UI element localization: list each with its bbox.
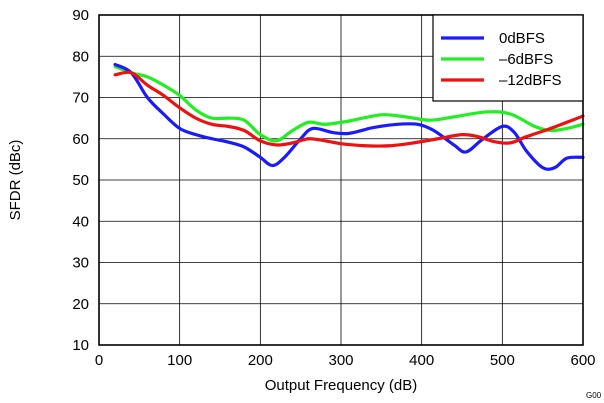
y-tick-label: 20 xyxy=(72,296,89,313)
x-tick-label: 200 xyxy=(248,352,273,369)
figure-id: G00 xyxy=(586,391,602,400)
legend: 0dBFS –6dBFS –12dBFS xyxy=(432,14,584,102)
x-tick-label: 500 xyxy=(490,352,515,369)
x-tick-label: 600 xyxy=(570,352,595,369)
legend-label-2: –12dBFS xyxy=(499,72,562,89)
series-line-2 xyxy=(113,70,585,148)
legend-label-1: –6dBFS xyxy=(499,51,553,68)
x-tick-label: 100 xyxy=(167,352,192,369)
legend-label-0: 0dBFS xyxy=(499,30,545,47)
plot-frame xyxy=(98,14,584,346)
y-tick-label: 90 xyxy=(72,7,89,24)
y-axis-title: SFDR (dBc) xyxy=(7,140,24,221)
y-tick-label: 40 xyxy=(72,213,89,230)
y-tick-label: 30 xyxy=(72,255,89,272)
y-tick-label: 50 xyxy=(72,172,89,189)
x-axis-title: Output Frequency (dB) xyxy=(265,377,418,394)
y-tick-label: 70 xyxy=(72,90,89,107)
series-line-0 xyxy=(113,62,585,171)
series-layer xyxy=(113,62,585,171)
x-tick-label: 0 xyxy=(95,352,103,369)
x-tick-label: 400 xyxy=(409,352,434,369)
y-tick-label: 10 xyxy=(72,337,89,354)
x-tick-label: 300 xyxy=(328,352,353,369)
series-line-1 xyxy=(113,64,585,143)
y-tick-label: 60 xyxy=(72,131,89,148)
y-tick-label: 80 xyxy=(72,48,89,65)
axis-ticks: 0 100 200 300 400 500 600 10 20 30 40 50 60 70 80 90 xyxy=(72,7,595,369)
